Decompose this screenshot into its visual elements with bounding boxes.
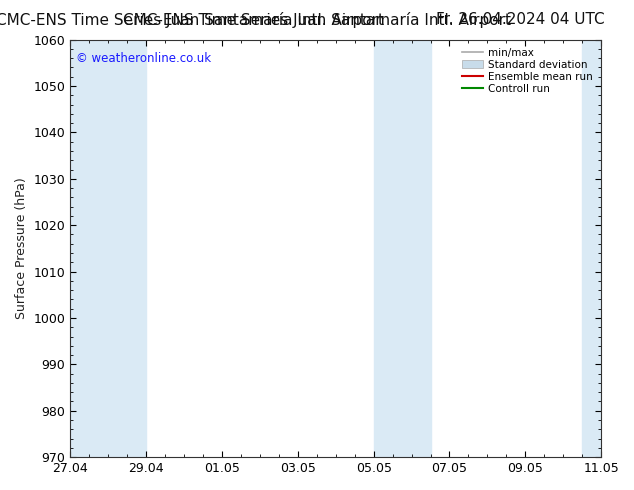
Y-axis label: Surface Pressure (hPa): Surface Pressure (hPa) — [15, 177, 28, 319]
Text: Fr. 26.04.2024 04 UTC: Fr. 26.04.2024 04 UTC — [436, 12, 604, 27]
Bar — [373, 40, 430, 457]
Text: CMC-ENS Time Series Juan Santamaría Intl. Airport: CMC-ENS Time Series Juan Santamaría Intl… — [0, 12, 384, 28]
Bar — [70, 40, 108, 457]
Text: © weatheronline.co.uk: © weatheronline.co.uk — [75, 52, 210, 65]
Bar — [582, 40, 601, 457]
Bar — [108, 40, 146, 457]
Legend: min/max, Standard deviation, Ensemble mean run, Controll run: min/max, Standard deviation, Ensemble me… — [459, 45, 596, 98]
Text: CMC-ENS Time Series Juan Santamaría Intl. Airport: CMC-ENS Time Series Juan Santamaría Intl… — [123, 12, 511, 28]
